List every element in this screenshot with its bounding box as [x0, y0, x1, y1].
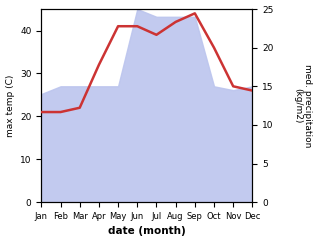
Y-axis label: med. precipitation
(kg/m2): med. precipitation (kg/m2) — [293, 64, 313, 147]
X-axis label: date (month): date (month) — [108, 227, 186, 236]
Y-axis label: max temp (C): max temp (C) — [5, 75, 15, 137]
